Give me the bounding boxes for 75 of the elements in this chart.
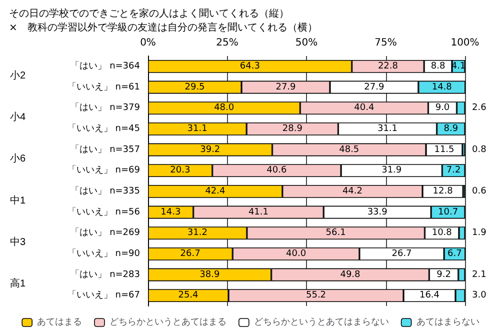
data-label: 64.3 [240,61,260,72]
data-label: 28.9 [282,124,303,134]
data-label: 22.8 [378,61,398,72]
data-label: 16.4 [419,290,440,301]
data-label: 48.0 [214,103,234,114]
data-label: 10.8 [432,228,452,238]
data-label: 8.9 [444,124,458,134]
y-tick-label: 「はい」 n=283 [70,268,140,280]
data-label: 2.6 [472,103,487,114]
data-label: 25.4 [178,290,199,301]
data-label: 31.2 [187,228,208,238]
data-label: 7.2 [446,166,461,176]
data-label: 2.1 [472,270,486,280]
data-label: 27.9 [364,82,384,92]
data-label: 14.3 [160,207,181,218]
text: 小6 [10,152,26,165]
y-tick-label: 「はい」 n=379 [70,102,140,114]
data-label: 14.8 [432,82,452,92]
data-label: 31.9 [382,166,402,176]
data-label: 31.1 [187,124,208,134]
text: 小4 [10,111,26,123]
data-label: 26.7 [180,248,200,259]
data-label: 29.5 [184,82,205,92]
data-label: 12.8 [432,186,454,196]
chart-title: その日の学校でのできごとを家の人はよく聞いてくれる（縦） × 教科の学習以外で学級の友達は自分の発言を聞いてくれる（横） [9,8,318,34]
data-label: 49.8 [340,270,361,280]
data-label: 8.8 [430,61,446,72]
data-label: 40.6 [266,166,287,176]
data-label: 42.4 [205,186,226,196]
data-label: 11.5 [434,144,454,155]
y-tick-label: 「いいえ」 n=61 [67,81,140,92]
data-label: 10.7 [438,207,458,218]
x-tick-label: 25% [216,38,238,48]
data-label: 26.7 [392,248,412,259]
x-tick-label: 75% [374,38,397,48]
legend-label: どちらかというとあてはまる [110,318,226,328]
data-label: 38.9 [200,270,220,280]
y-tick-label: 「はい」 n=364 [70,60,140,72]
data-label: 27.9 [276,82,296,92]
data-label: 39.2 [200,144,220,155]
y-tick-label: 「はい」 n=335 [70,185,140,196]
data-label: 55.2 [306,290,326,301]
y-tick-label: 「いいえ」 n=67 [67,290,140,301]
data-label: 48.5 [339,144,360,155]
data-label: 20.3 [170,166,190,176]
y-tick-label: 「いいえ」 n=56 [67,206,140,218]
data-label: 0.6 [472,186,487,196]
data-label: 56.1 [326,228,346,238]
text: 小2 [10,69,26,82]
data-label: 33.9 [367,207,388,218]
text: 高1 [10,278,26,290]
data-label: 6.7 [448,248,462,259]
y-tick-label: 「はい」 n=357 [70,144,140,155]
y-tick-label: 「いいえ」 n=45 [67,122,140,134]
legend-label: あてはまらない [416,318,480,328]
data-label: 9.0 [435,103,450,114]
x-tick-label: 50% [295,38,318,48]
data-label: 44.2 [342,186,362,196]
legend-label: あてはまる [37,318,82,328]
x-tick-label: 100% [450,38,480,48]
text: 中3 [10,236,26,248]
y-tick-label: 「いいえ」 n=69 [67,164,140,176]
data-label: 31.1 [377,124,398,134]
data-label: 3.0 [472,290,487,301]
data-label: 40.4 [354,103,374,114]
y-tick-label: 「いいえ」 n=90 [67,248,140,259]
data-label: 0.8 [472,144,487,155]
y-tick-label: 「はい」 n=269 [70,227,140,238]
x-tick-label: 0% [140,38,156,48]
legend-label: どちらかというとあてはまらない [254,318,389,328]
data-label: 1.9 [472,228,487,238]
text: 中1 [10,194,26,206]
data-label: 9.2 [436,270,451,280]
data-label: 41.1 [248,207,268,218]
data-label: 40.0 [286,248,306,259]
